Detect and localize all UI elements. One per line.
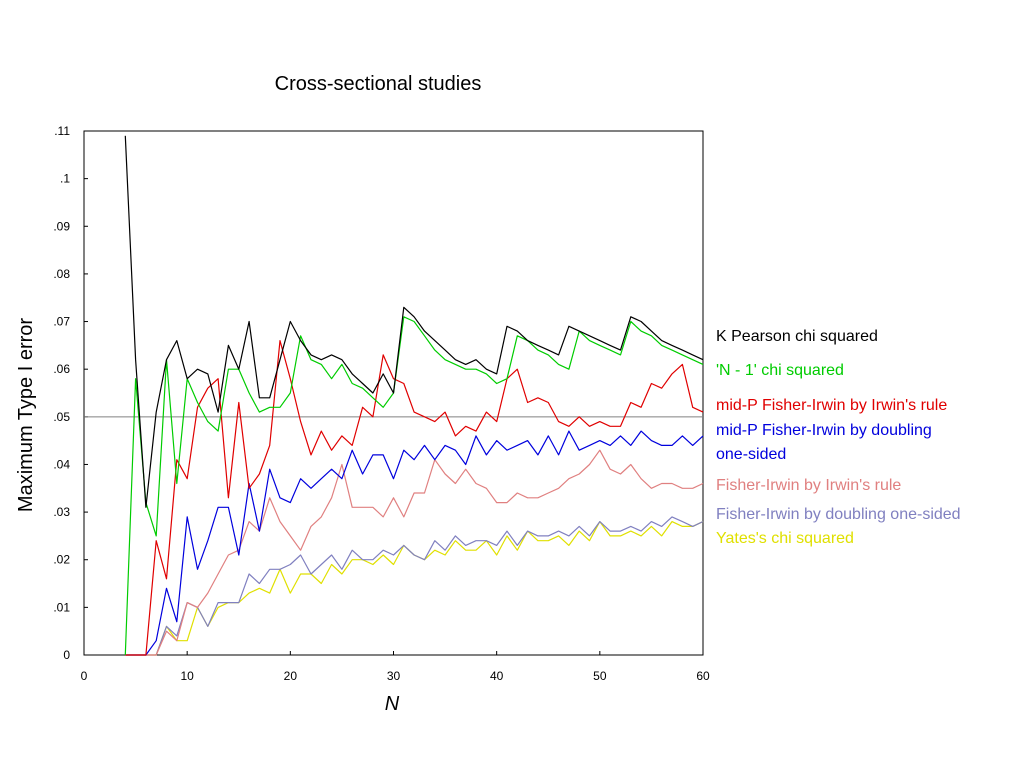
legend-entry-5: Fisher-Irwin by doubling one-sided <box>716 506 961 523</box>
y-tick-label: .08 <box>53 267 70 281</box>
y-tick-label: .04 <box>53 457 70 471</box>
legend-entry-2: mid-P Fisher-Irwin by Irwin's rule <box>716 397 947 414</box>
legend-entry-1: 'N - 1' chi squared <box>716 362 844 379</box>
x-tick-label: 30 <box>387 669 401 683</box>
x-tick-label: 40 <box>490 669 504 683</box>
x-tick-label: 20 <box>284 669 298 683</box>
y-tick-label: .1 <box>60 172 70 186</box>
y-axis-label: Maximum Type I error <box>15 318 37 512</box>
series-group <box>124 135 704 656</box>
x-tick-label: 60 <box>696 669 710 683</box>
series-line-4 <box>125 449 704 656</box>
x-axis-label: N <box>385 693 400 715</box>
legend-entry-3-cont: one-sided <box>716 446 786 463</box>
y-tick-label: .03 <box>53 505 70 519</box>
series-line-2 <box>125 340 704 656</box>
chart-title: Cross-sectional studies <box>275 73 482 95</box>
series-line-6 <box>125 520 704 656</box>
y-tick-label: .09 <box>53 219 70 233</box>
series-line-1 <box>124 316 704 656</box>
x-tick-label: 10 <box>180 669 194 683</box>
x-axis: 0 10 20 30 40 50 60 <box>81 651 710 683</box>
legend-entry-0: K Pearson chi squared <box>716 328 878 345</box>
y-tick-label: .07 <box>53 315 70 329</box>
y-tick-label: .05 <box>53 410 70 424</box>
series-line-5 <box>125 516 704 656</box>
x-tick-label: 50 <box>593 669 607 683</box>
series-line-0 <box>124 135 704 508</box>
legend-entry-3: mid-P Fisher-Irwin by doubling <box>716 422 932 439</box>
y-tick-label: .11 <box>54 124 70 138</box>
y-tick-label: 0 <box>63 648 70 662</box>
y-axis: 0 .01 .02 .03 .04 .05 .06 .07 .08 .09 .1 .11 <box>53 124 88 662</box>
x-tick-label: 0 <box>81 669 88 683</box>
legend: K Pearson chi squared 'N - 1' chi squared… <box>716 328 961 547</box>
y-tick-label: .01 <box>53 600 70 614</box>
series-line-3 <box>125 430 704 656</box>
legend-entry-4: Fisher-Irwin by Irwin's rule <box>716 477 901 494</box>
y-tick-label: .02 <box>53 553 70 567</box>
y-tick-label: .06 <box>53 362 70 376</box>
legend-entry-6: Yates's chi squared <box>716 530 854 547</box>
